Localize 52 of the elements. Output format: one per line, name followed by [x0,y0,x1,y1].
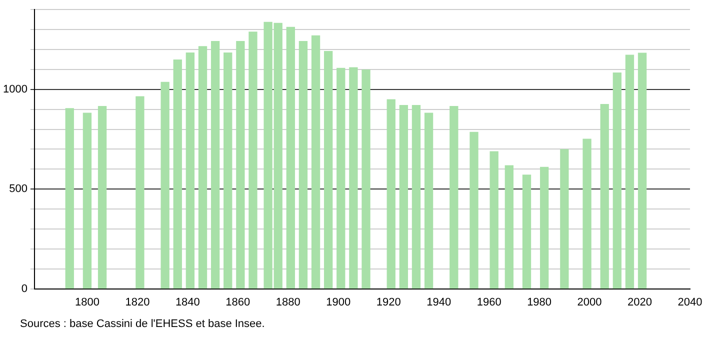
bar [173,60,182,289]
bar [424,112,434,289]
x-tick-label: 1880 [276,296,300,308]
bar [186,52,195,289]
bar [386,99,396,289]
bar [65,108,74,289]
bar [399,104,408,289]
bar [638,52,647,289]
x-tick-label: 1920 [376,296,401,308]
bar [248,32,258,289]
x-tick-label: 1980 [527,296,552,308]
bar [412,104,421,289]
bar [504,165,514,289]
bar [298,40,308,289]
x-tick-label: 1800 [74,296,100,308]
bar [324,50,333,289]
y-tick-label: 1000 [2,83,28,96]
x-tick-label: 1860 [226,296,250,308]
x-tick-label: 2000 [577,296,602,308]
bar [311,35,320,289]
bar [522,174,532,289]
bar [224,52,232,289]
bar [625,54,634,289]
bar [210,40,220,289]
bar [540,166,549,289]
source-note: Sources : base Cassini de l'EHESS et base Insee. [20,318,265,330]
bar [82,112,92,289]
x-tick-label: 1940 [426,296,452,308]
bar [470,132,478,289]
bar [362,70,370,289]
bar [136,96,144,289]
bar [582,138,592,289]
x-tick-label: 2020 [628,296,652,308]
x-tick-label: 1900 [326,296,351,308]
bar [612,72,622,289]
bar [336,68,346,289]
x-tick-label: 2040 [678,296,702,308]
bar [198,46,208,289]
x-tick-label: 1960 [476,296,502,308]
bar [450,106,458,289]
bar [160,82,170,289]
y-tick-label: 500 [9,183,28,196]
x-tick-label: 1820 [125,296,150,308]
x-tick-label: 1840 [175,296,200,308]
bar [490,151,498,289]
bar [600,104,609,289]
bar [236,40,245,289]
bar [560,149,569,289]
y-tick-label: 0 [21,282,28,295]
bar [349,67,358,289]
bar [98,106,107,289]
bar [286,26,295,289]
